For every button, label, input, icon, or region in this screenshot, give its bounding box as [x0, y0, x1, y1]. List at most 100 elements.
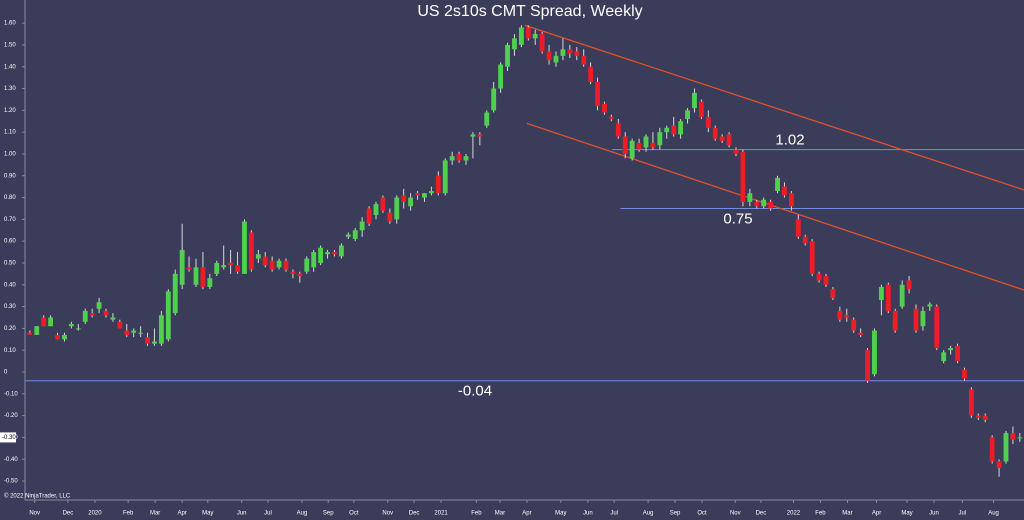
- x-tick-label: Nov: [382, 511, 393, 517]
- x-tick-label: 2020: [88, 511, 102, 517]
- x-tick-label: Oct: [349, 511, 359, 517]
- y-tick-label: 0.20: [4, 326, 16, 332]
- candle-body: [75, 328, 81, 330]
- candle-body: [982, 415, 988, 420]
- candle-body: [574, 51, 580, 56]
- candle-body: [726, 134, 732, 146]
- x-tick-label: Apr: [522, 511, 531, 517]
- candle-body: [830, 289, 836, 298]
- candle-body: [408, 197, 414, 207]
- candle-body: [380, 197, 386, 211]
- candle-body: [948, 348, 954, 351]
- candle-body: [934, 306, 940, 349]
- candle-body: [456, 153, 462, 161]
- level-label: -0.04: [458, 383, 492, 400]
- candle-body: [615, 123, 621, 137]
- x-tick-label: May: [555, 511, 566, 517]
- chart-title: US 2s10s CMT Spread, Weekly: [417, 3, 642, 20]
- x-tick-label: Jul: [610, 511, 618, 517]
- candle-body: [872, 330, 877, 375]
- x-tick-label: 2021: [434, 511, 448, 517]
- candle-body: [968, 389, 974, 416]
- candle-body: [82, 310, 88, 322]
- candle-body: [740, 151, 746, 202]
- x-tick-label: Jun: [929, 511, 939, 517]
- candle-body: [172, 273, 178, 314]
- candle-body: [899, 284, 905, 307]
- candle-body: [761, 199, 767, 207]
- x-tick-label: Oct: [697, 511, 707, 517]
- candle-body: [1010, 433, 1016, 440]
- candle-body: [885, 284, 891, 311]
- last-price-label: -0.30: [2, 435, 16, 441]
- candle-body: [27, 332, 33, 335]
- y-tick-label: 0.30: [4, 304, 16, 310]
- x-tick-label: Feb: [123, 511, 134, 517]
- candle-body: [262, 256, 268, 266]
- x-tick-label: Nov: [29, 511, 40, 517]
- y-tick-label: -0.40: [4, 457, 18, 463]
- candle-body: [470, 134, 476, 137]
- y-tick-label: 0.50: [4, 261, 16, 267]
- y-tick-label: 1.00: [4, 152, 16, 158]
- candle-body: [705, 116, 711, 128]
- x-tick-label: Mar: [842, 511, 852, 517]
- candle-body: [692, 92, 697, 109]
- candle-body: [200, 267, 206, 287]
- x-tick-label: Dec: [409, 511, 420, 517]
- candle-body: [892, 310, 898, 331]
- x-tick-label: Jul: [959, 511, 967, 517]
- candle-body: [505, 44, 510, 67]
- candle-body: [338, 245, 344, 257]
- candle-body: [512, 38, 517, 50]
- candle-body: [802, 236, 808, 244]
- candle-body: [775, 177, 780, 192]
- y-tick-label: 0.90: [4, 173, 16, 179]
- candle-body: [179, 249, 185, 285]
- candle-body: [283, 260, 289, 270]
- x-tick-label: Aug: [297, 511, 308, 517]
- candle-body: [345, 234, 351, 237]
- candle-body: [152, 341, 157, 344]
- candle-body: [207, 278, 213, 287]
- candle-body: [685, 110, 690, 120]
- y-tick-label: 0.10: [4, 348, 16, 354]
- candle-body: [110, 317, 116, 320]
- x-tick-label: Apr: [177, 511, 186, 517]
- candle-body: [629, 140, 635, 159]
- candle-body: [131, 330, 137, 333]
- x-tick-label: Sep: [323, 511, 334, 517]
- candle-body: [394, 197, 400, 220]
- candle-body: [650, 143, 656, 148]
- candle-body: [560, 49, 566, 56]
- candle-body: [428, 191, 434, 194]
- candle-body: [955, 345, 960, 362]
- candle-body: [491, 88, 497, 111]
- candle-body: [698, 101, 704, 117]
- candle-body: [941, 352, 947, 362]
- candle-body: [837, 310, 843, 320]
- candle-body: [435, 175, 441, 194]
- candle-body: [795, 219, 801, 237]
- candle-body: [671, 125, 677, 135]
- y-tick-label: 1.30: [4, 86, 16, 92]
- candle-body: [622, 136, 628, 154]
- y-tick-label: -0.50: [4, 479, 18, 485]
- candle-body: [242, 221, 247, 274]
- candle-body: [359, 221, 365, 231]
- candle-body: [996, 461, 1002, 468]
- candle-body: [332, 252, 337, 255]
- y-tick-label: 0.40: [4, 282, 16, 288]
- candle-body: [823, 276, 829, 285]
- candle-body: [678, 121, 684, 135]
- candle-body: [89, 313, 95, 316]
- candle-body: [858, 332, 864, 335]
- candle-body: [498, 64, 504, 89]
- x-tick-label: Dec: [63, 511, 74, 517]
- candle-body: [878, 286, 884, 301]
- candle-body: [221, 265, 227, 268]
- candle-body: [297, 273, 303, 277]
- candle-body: [228, 262, 234, 266]
- y-tick-label: 0.70: [4, 217, 16, 223]
- candle-body: [962, 369, 967, 379]
